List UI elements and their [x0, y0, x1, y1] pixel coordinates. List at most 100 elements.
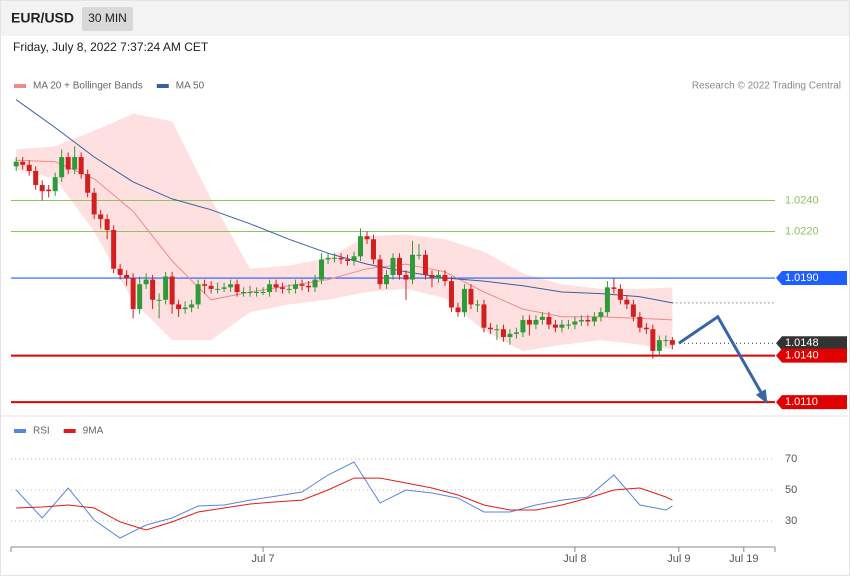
candle-body [273, 284, 279, 288]
candle-body [663, 340, 669, 342]
ma-line [16, 159, 673, 321]
level-label: 1.0140 [785, 350, 819, 362]
legend-label: MA 20 + Bollinger Bands [33, 81, 143, 92]
candle-body [487, 327, 493, 330]
candle-body [565, 324, 571, 326]
candle-body [247, 292, 253, 294]
candle-body [442, 274, 448, 282]
candle-body [306, 285, 312, 288]
candle-body [572, 321, 578, 325]
candle-body [59, 157, 65, 178]
candle-body [455, 307, 461, 313]
candle-body [624, 299, 630, 305]
candle-body [189, 304, 195, 308]
candle-body [228, 284, 234, 288]
candle-body [338, 257, 344, 260]
candle-body [319, 259, 325, 280]
candle-body [72, 157, 78, 170]
candle-body [137, 284, 143, 310]
candle-body [280, 287, 286, 289]
candle-body [182, 307, 188, 310]
legend-label: 9MA [83, 426, 104, 437]
symbol: EUR/USD [11, 10, 74, 26]
candle-body [221, 287, 227, 289]
candle-body [299, 284, 305, 286]
candle-body [422, 254, 428, 275]
x-tick-label: Jul 8 [563, 553, 586, 565]
interval-box[interactable] [82, 7, 133, 31]
credit: Research © 2022 Trading Central [692, 81, 841, 92]
candle-body [163, 276, 169, 300]
level-label: 1.0240 [785, 194, 819, 206]
level-label: 1.0190 [785, 272, 819, 284]
candle-body [371, 239, 377, 260]
candle-body [26, 164, 32, 172]
candle-body [481, 304, 487, 328]
candle-body [65, 157, 71, 170]
y-tick-label: 50 [785, 484, 797, 496]
forecast-arrowhead [755, 389, 768, 404]
candle-body [396, 257, 402, 275]
candle-body [650, 329, 656, 351]
legend-swatch [156, 84, 169, 88]
candle-body [169, 276, 175, 305]
candle-body [474, 304, 480, 306]
candle-body [494, 329, 500, 331]
interval[interactable]: 30 MIN [88, 11, 127, 25]
candle-body [591, 316, 597, 322]
candle-body [585, 319, 591, 322]
candle-body [598, 312, 604, 317]
legend-swatch [63, 429, 76, 433]
candle-body [156, 299, 162, 301]
candle-body [130, 278, 136, 310]
candle-body [416, 254, 422, 256]
candle-body [293, 284, 299, 289]
level-tag [776, 271, 847, 286]
candle-body [234, 284, 240, 293]
candle-body [312, 279, 318, 288]
candle-body [215, 288, 221, 290]
x-tick-label: Jul 9 [667, 553, 690, 565]
level-tag [776, 336, 847, 351]
candle-body [124, 274, 130, 279]
level-label: 1.0220 [785, 225, 819, 237]
candle-body [643, 327, 649, 330]
candle-body [351, 256, 357, 261]
candle-body [461, 288, 467, 313]
candle-body [254, 292, 260, 294]
candle-body [286, 288, 292, 290]
candle-body [448, 281, 454, 308]
candle-body [13, 161, 19, 167]
level-tag [776, 395, 847, 410]
candle-body [176, 304, 182, 310]
legend-label: RSI [33, 426, 50, 437]
candle-body [390, 257, 396, 275]
candle-body [267, 284, 273, 293]
candle-body [358, 236, 364, 257]
candle-body [202, 284, 208, 286]
candle-body [98, 214, 104, 220]
candle-body [195, 284, 201, 305]
candle-body [539, 316, 545, 320]
candle-body [435, 274, 441, 279]
candle-body [656, 340, 662, 351]
candle-body [617, 288, 623, 300]
candle-body [364, 236, 370, 240]
indicator-line [16, 477, 673, 531]
candle-body [46, 189, 52, 192]
x-tick-label: Jul 7 [251, 553, 274, 565]
candle-body [604, 287, 610, 313]
candle-body [526, 319, 532, 325]
candle-body [117, 268, 123, 275]
candle-body [332, 257, 338, 259]
candle-body [39, 184, 45, 192]
header-bar [1, 1, 849, 36]
candle-body [611, 287, 617, 289]
level-tag [776, 348, 847, 363]
legend-label: MA 50 [176, 81, 205, 92]
candle-body [669, 340, 675, 345]
candle-body [403, 274, 409, 280]
candle-body [559, 324, 565, 328]
candle-body [429, 274, 435, 279]
